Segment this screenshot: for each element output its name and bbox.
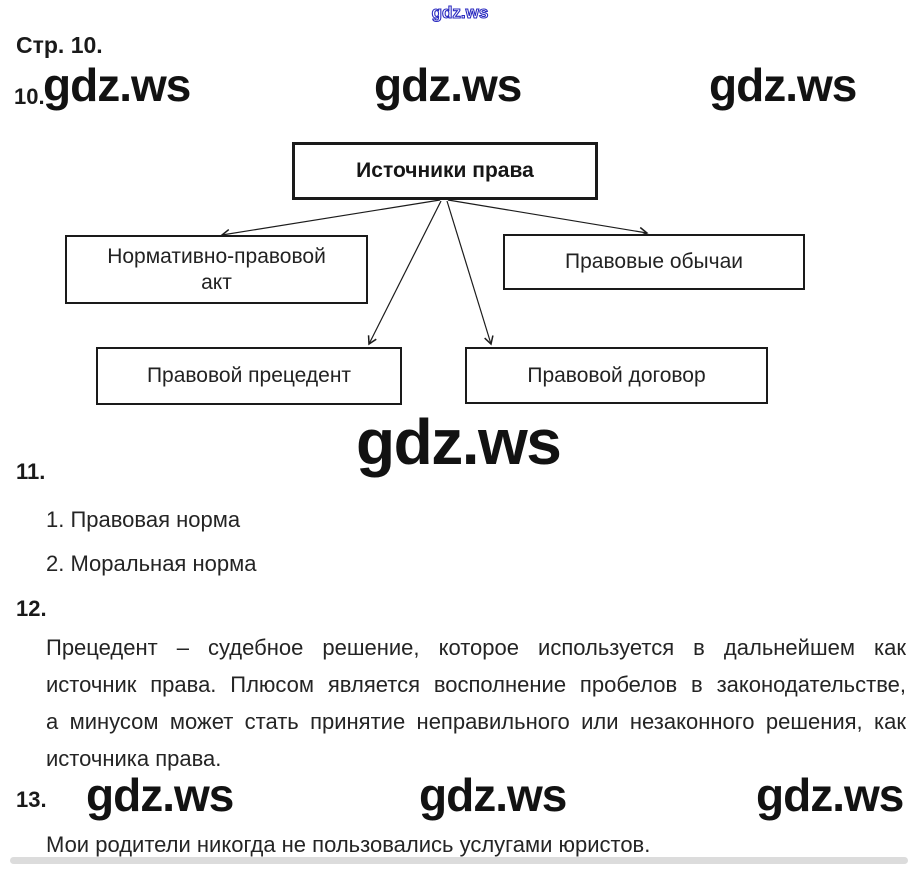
- diagram-node-label: Правовой прецедент: [146, 364, 352, 387]
- paragraph-line: а минусом может стать принятие неправиль…: [46, 709, 906, 734]
- diagram-node-sources-of-law: Источники права: [292, 142, 598, 200]
- watermark-row1-2: gdz.ws: [374, 59, 522, 111]
- arrow-to-legal-customs: [447, 199, 649, 237]
- watermark-row1-1: gdz.ws: [43, 59, 191, 111]
- task-number-10: 10.: [14, 84, 45, 109]
- diagram-node-legal-precedent: Правовой прецедент: [96, 347, 402, 405]
- watermark-row2-3: gdz.ws: [756, 769, 904, 821]
- watermark-row1-3: gdz.ws: [709, 59, 857, 111]
- diagram-node-legal-customs: Правовые обычаи: [503, 234, 805, 290]
- diagram-node-label: Правовой договор: [527, 363, 706, 387]
- diagram-node-normative-act: Нормативно-правовой акт: [65, 235, 368, 304]
- paragraph-line: источника права.: [46, 746, 222, 771]
- task-number-13: 13.: [16, 787, 47, 812]
- arrow-to-normative-act: [220, 199, 441, 239]
- watermark-center: gdz.ws: [356, 406, 562, 478]
- horizontal-scrollbar[interactable]: [10, 857, 908, 864]
- task-number-11: 11.: [16, 459, 46, 484]
- arrow-to-legal-precedent: [367, 200, 442, 346]
- watermark-row2-2: gdz.ws: [419, 769, 567, 821]
- arrow-to-legal-contract: [446, 200, 494, 346]
- paragraph-line: источник права. Плюсом является восполне…: [46, 672, 906, 697]
- page-title: Стр. 10.: [16, 32, 103, 58]
- diagram-node-legal-contract: Правовой договор: [465, 347, 768, 404]
- list-item: 1. Правовая норма: [46, 507, 241, 532]
- site-watermark-top: gdz.ws: [431, 2, 489, 22]
- answer-line: Мои родители никогда не пользовались усл…: [46, 832, 651, 857]
- paragraph-line: Прецедент – судебное решение, которое ис…: [46, 635, 906, 660]
- task-number-12: 12.: [16, 596, 47, 621]
- diagram-node-label: Источники права: [356, 159, 534, 182]
- diagram-node-label: Нормативно-правовой акт: [107, 244, 326, 294]
- answer-paragraph: Прецедент – судебное решение, которое ис…: [46, 629, 906, 777]
- diagram-node-label: Правовые обычаи: [565, 250, 743, 273]
- list-item: 2. Моральная норма: [46, 551, 257, 576]
- watermark-row2-1: gdz.ws: [86, 769, 234, 821]
